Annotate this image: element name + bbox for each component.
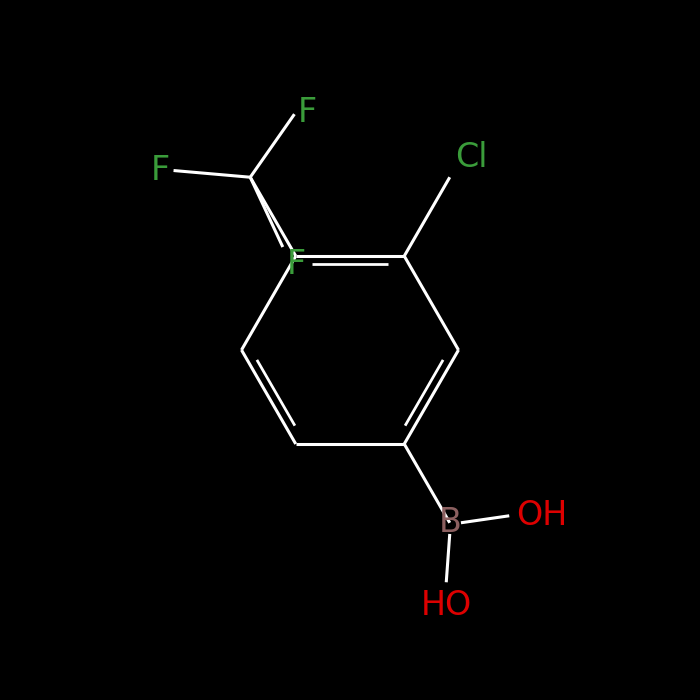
Text: Cl: Cl <box>456 141 488 174</box>
Text: F: F <box>286 248 305 281</box>
Text: B: B <box>438 506 461 539</box>
Text: F: F <box>150 154 170 187</box>
Text: F: F <box>298 97 317 130</box>
Text: OH: OH <box>517 499 568 532</box>
Text: HO: HO <box>421 589 472 622</box>
